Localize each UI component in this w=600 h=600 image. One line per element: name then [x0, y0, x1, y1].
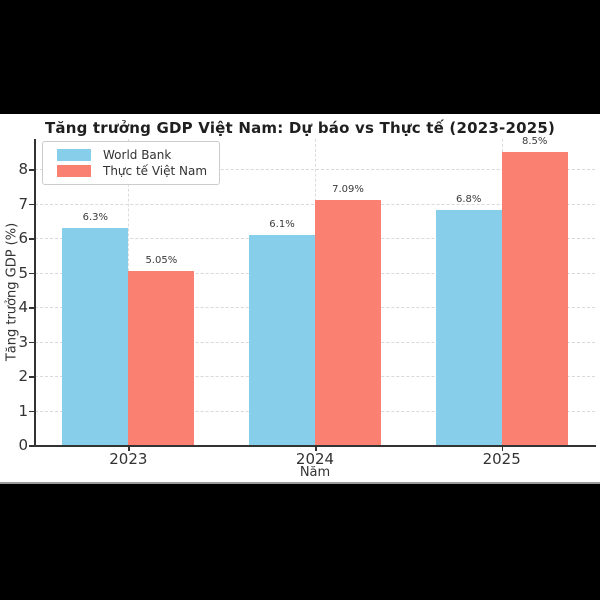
bar-2024-world-bank — [249, 234, 315, 445]
bar-value-label: 5.05% — [145, 254, 178, 266]
legend-swatch-thuc-te — [57, 165, 91, 177]
x-tick-mark — [315, 447, 317, 451]
bar-2023-world-bank — [62, 227, 129, 445]
bar-2025-world-bank — [435, 210, 502, 445]
x-tick-mark — [501, 447, 504, 451]
y-tick-mark — [29, 169, 34, 171]
legend: World Bank Thực tế Việt Nam — [42, 141, 221, 185]
y-tick-label-5: 5 — [18, 263, 28, 282]
chart-title: Tăng trưởng GDP Việt Nam: Dự báo vs Thực… — [44, 119, 556, 137]
x-tick-label-2024: 2024 — [295, 450, 335, 468]
y-tick-label-3: 3 — [18, 332, 28, 351]
plot-area: 6.3% 5.05% 6.1% 7.09% 6.8% 8.5% 0 1 2 3 4 5 6 7 8 202… — [0, 114, 600, 482]
y-axis-spine — [34, 139, 36, 446]
legend-entry-world-bank: World Bank — [57, 147, 207, 163]
y-tick-mark — [29, 376, 34, 378]
legend-label: Thực tế Việt Nam — [103, 164, 208, 178]
y-tick-mark — [29, 203, 34, 205]
bar-2025-thuc-te — [501, 151, 568, 445]
y-tick-mark — [29, 445, 34, 447]
y-axis-label: Tăng trưởng GDP (%) — [4, 222, 20, 362]
x-axis-spine — [34, 445, 596, 447]
x-tick-label-2023: 2023 — [109, 450, 148, 468]
letterbox-divider — [0, 482, 600, 484]
y-tick-label-7: 7 — [18, 194, 28, 213]
bar-value-label: 6.1% — [269, 218, 295, 230]
y-tick-mark — [29, 410, 34, 412]
letterbox-top — [0, 0, 600, 114]
y-tick-mark — [29, 272, 34, 274]
letterbox-bottom — [0, 484, 600, 600]
y-tick-label-4: 4 — [18, 298, 28, 316]
legend-swatch-world-bank — [57, 149, 91, 161]
y-tick-label-8: 8 — [18, 160, 28, 178]
bar-value-label: 6.3% — [82, 211, 109, 223]
y-tick-label-1: 1 — [18, 401, 28, 420]
y-tick-mark — [29, 341, 34, 343]
bar-2024-thuc-te — [315, 200, 381, 445]
x-tick-mark — [128, 447, 130, 451]
bar-value-label: 8.5% — [521, 135, 548, 147]
y-tick-label-6: 6 — [18, 229, 28, 247]
legend-label: World Bank — [103, 148, 172, 162]
y-tick-label-0: 0 — [18, 436, 28, 454]
y-tick-mark — [29, 238, 34, 240]
gdp-bar-chart: Tăng trưởng GDP Việt Nam: Dự báo vs Thực… — [0, 114, 600, 482]
bar-value-label: 6.8% — [455, 194, 482, 206]
x-tick-label-2025: 2025 — [482, 450, 521, 468]
bar-2023-thuc-te — [128, 270, 195, 445]
bar-value-label: 7.09% — [332, 184, 364, 196]
x-axis-label: Năm — [299, 465, 331, 480]
y-tick-label-2: 2 — [18, 367, 28, 385]
legend-entry-thuc-te: Thực tế Việt Nam — [57, 163, 207, 179]
y-tick-mark — [29, 307, 34, 309]
